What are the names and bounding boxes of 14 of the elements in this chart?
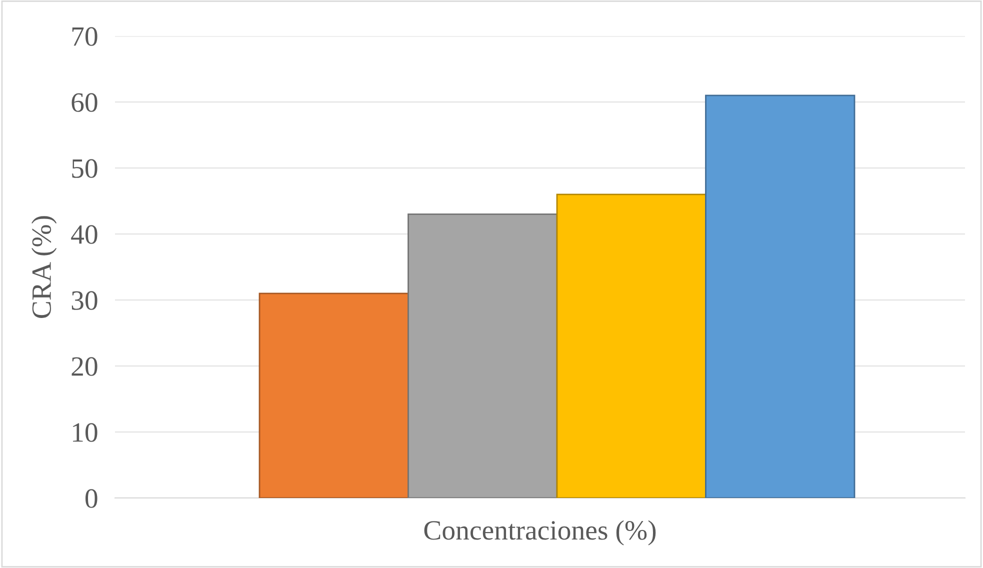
bar bbox=[705, 94, 856, 498]
y-tick-label: 20 bbox=[72, 357, 98, 376]
y-tick-label: 10 bbox=[73, 423, 98, 442]
y-tick-label: 30 bbox=[72, 291, 98, 310]
y-tick-label: 50 bbox=[72, 159, 98, 178]
y-axis-title: CRA (%) bbox=[31, 216, 57, 318]
y-tick-label: 70 bbox=[72, 27, 98, 46]
y-tick-label: 60 bbox=[72, 93, 98, 112]
y-tick-label: 0 bbox=[86, 489, 98, 508]
x-axis-title: Concentraciones (%) bbox=[424, 520, 656, 546]
bar bbox=[556, 194, 706, 498]
bar bbox=[408, 214, 558, 498]
bar bbox=[258, 292, 409, 498]
y-tick-label: 40 bbox=[71, 225, 98, 244]
